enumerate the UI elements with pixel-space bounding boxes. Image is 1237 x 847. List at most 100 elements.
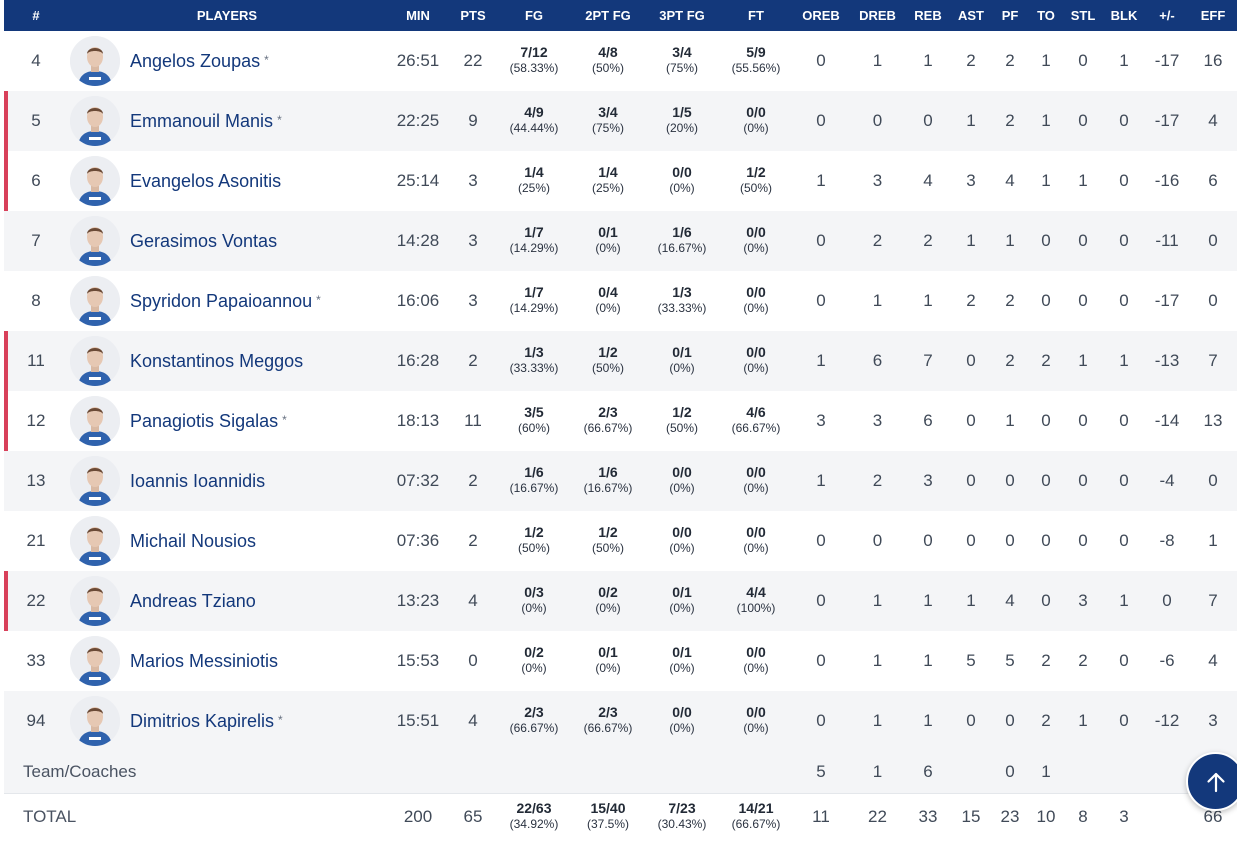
column-header: PLAYERS: [196, 8, 258, 23]
efficiency: 4: [1208, 651, 1218, 670]
jersey-number: 6: [4, 151, 68, 211]
rebounds: 1: [923, 711, 933, 730]
empty-cell: [1063, 751, 1103, 793]
column-header: REB: [914, 8, 942, 23]
player-name-link[interactable]: Konstantinos Meggos: [130, 350, 304, 371]
shooting-cell: 1/6 (16.67%): [644, 211, 720, 271]
made-attempted: 1/6: [672, 224, 692, 240]
personal-fouls: 2: [1005, 291, 1015, 310]
shooting-split: 4/8 (50%): [592, 45, 624, 74]
made-attempted: 0/1: [598, 644, 618, 660]
player-name-link[interactable]: Gerasimos Vontas: [130, 230, 278, 251]
shooting-cell: 0/0 (0%): [720, 631, 792, 691]
shooting-percentage: (66.67%): [731, 421, 781, 435]
shooting-percentage: (0%): [669, 661, 695, 675]
shooting-cell: 2/3 (66.67%): [572, 391, 644, 451]
starter-asterisk: *: [282, 413, 287, 427]
player-row: 33 Marios Messiniotis 15:53 0 0/2 (0%) 0/1 (0%)…: [4, 631, 1237, 691]
made-attempted: 0/3: [524, 584, 544, 600]
player-cell: Andreas Tziano: [68, 571, 386, 631]
offensive-rebounds: 0: [816, 651, 826, 670]
player-name-link[interactable]: Ioannis Ioannidis: [130, 470, 266, 491]
minutes: 15:53: [396, 651, 440, 670]
player-avatar: [70, 336, 120, 386]
made-attempted: 1/3: [672, 284, 692, 300]
turnovers: 0: [1041, 231, 1051, 250]
jersey-number: 12: [4, 391, 68, 451]
shooting-percentage: (66.67%): [731, 817, 781, 832]
made-attempted: 0/0: [746, 284, 766, 300]
made-attempted: 7/12: [520, 44, 548, 60]
personal-fouls: 0: [1005, 711, 1015, 730]
player-cell: Marios Messiniotis: [68, 631, 386, 691]
jersey-number: 5: [4, 91, 68, 151]
player-name-link[interactable]: Emmanouil Manis: [130, 110, 274, 131]
efficiency: 0: [1208, 471, 1218, 490]
player-name-link[interactable]: Evangelos Asonitis: [130, 170, 282, 191]
shooting-cell: 22/63 (34.92%): [496, 793, 572, 841]
efficiency: 0: [1208, 231, 1218, 250]
shooting-split: 15/40 (37.5%): [587, 801, 629, 830]
shooting-percentage: (34.92%): [509, 817, 559, 832]
offensive-rebounds: 0: [816, 51, 826, 70]
made-attempted: 7/23: [668, 800, 696, 817]
player-name-link[interactable]: Panagiotis Sigalas: [130, 410, 279, 431]
shooting-percentage: (50%): [665, 421, 698, 435]
shooting-cell: 1/7 (14.29%): [496, 211, 572, 271]
scroll-to-top-button[interactable]: [1186, 752, 1237, 811]
shooting-cell: 7/12 (58.33%): [496, 31, 572, 91]
shooting-cell: 1/2 (50%): [572, 511, 644, 571]
made-attempted: 0/0: [672, 164, 692, 180]
shooting-cell: 0/0 (0%): [720, 511, 792, 571]
column-header: BLK: [1110, 8, 1138, 23]
shooting-split: 4/6 (66.67%): [732, 405, 781, 434]
shooting-split: 1/4 (25%): [518, 165, 550, 194]
turnovers: 1: [1041, 761, 1051, 781]
player-row: 6 Evangelos Asonitis 25:14 3 1/4 (25%) 1/4 (25%…: [4, 151, 1237, 211]
player-cell: Emmanouil Manis *: [68, 91, 386, 151]
defensive-rebounds: 1: [872, 651, 883, 670]
player-avatar: [70, 636, 120, 686]
player-name-link[interactable]: Spyridon Papaioannou: [130, 290, 313, 311]
shooting-cell: 0/0 (0%): [720, 451, 792, 511]
shooting-split: 1/7 (14.29%): [510, 225, 559, 254]
player-row: 7 Gerasimos Vontas 14:28 3 1/7 (14.29%) 0/1 (0%…: [4, 211, 1237, 271]
shooting-cell: 4/6 (66.67%): [720, 391, 792, 451]
shooting-percentage: (0%): [743, 121, 769, 135]
points: 4: [468, 591, 478, 610]
player-name-link[interactable]: Marios Messiniotis: [130, 650, 279, 671]
shooting-percentage: (50%): [591, 61, 624, 75]
shooting-percentage: (0%): [743, 661, 769, 675]
made-attempted: 0/1: [598, 224, 618, 240]
rebounds: 1: [923, 651, 933, 670]
column-header: MIN: [406, 8, 430, 23]
jersey-number: 22: [4, 571, 68, 631]
made-attempted: 0/0: [672, 524, 692, 540]
player-avatar: [70, 516, 120, 566]
player-info: Dimitrios Kapirelis *: [68, 696, 386, 746]
defensive-rebounds: 1: [872, 291, 883, 310]
player-name-link[interactable]: Andreas Tziano: [130, 590, 256, 611]
points: 22: [463, 51, 483, 70]
shooting-percentage: (20%): [665, 121, 698, 135]
shooting-percentage: (0%): [669, 481, 695, 495]
player-avatar: [70, 456, 120, 506]
points: 65: [463, 807, 483, 827]
steals: 2: [1078, 651, 1088, 670]
shooting-split: 3/4 (75%): [592, 105, 624, 134]
shooting-cell: 15/40 (37.5%): [572, 793, 644, 841]
player-name-link[interactable]: Michail Nousios: [130, 530, 257, 551]
player-name-link[interactable]: Dimitrios Kapirelis: [130, 710, 275, 731]
blocks: 1: [1119, 351, 1129, 370]
column-header: PTS: [460, 8, 486, 23]
shooting-percentage: (0%): [669, 181, 695, 195]
turnovers: 0: [1041, 291, 1051, 310]
defensive-rebounds: 2: [872, 471, 883, 490]
shooting-cell: 1/6 (16.67%): [572, 451, 644, 511]
personal-fouls: 4: [1005, 591, 1015, 610]
made-attempted: 1/7: [524, 224, 544, 240]
made-attempted: 22/63: [516, 800, 552, 817]
personal-fouls: 5: [1005, 651, 1015, 670]
player-name-link[interactable]: Angelos Zoupas: [130, 50, 261, 71]
shooting-percentage: (0%): [595, 301, 621, 315]
